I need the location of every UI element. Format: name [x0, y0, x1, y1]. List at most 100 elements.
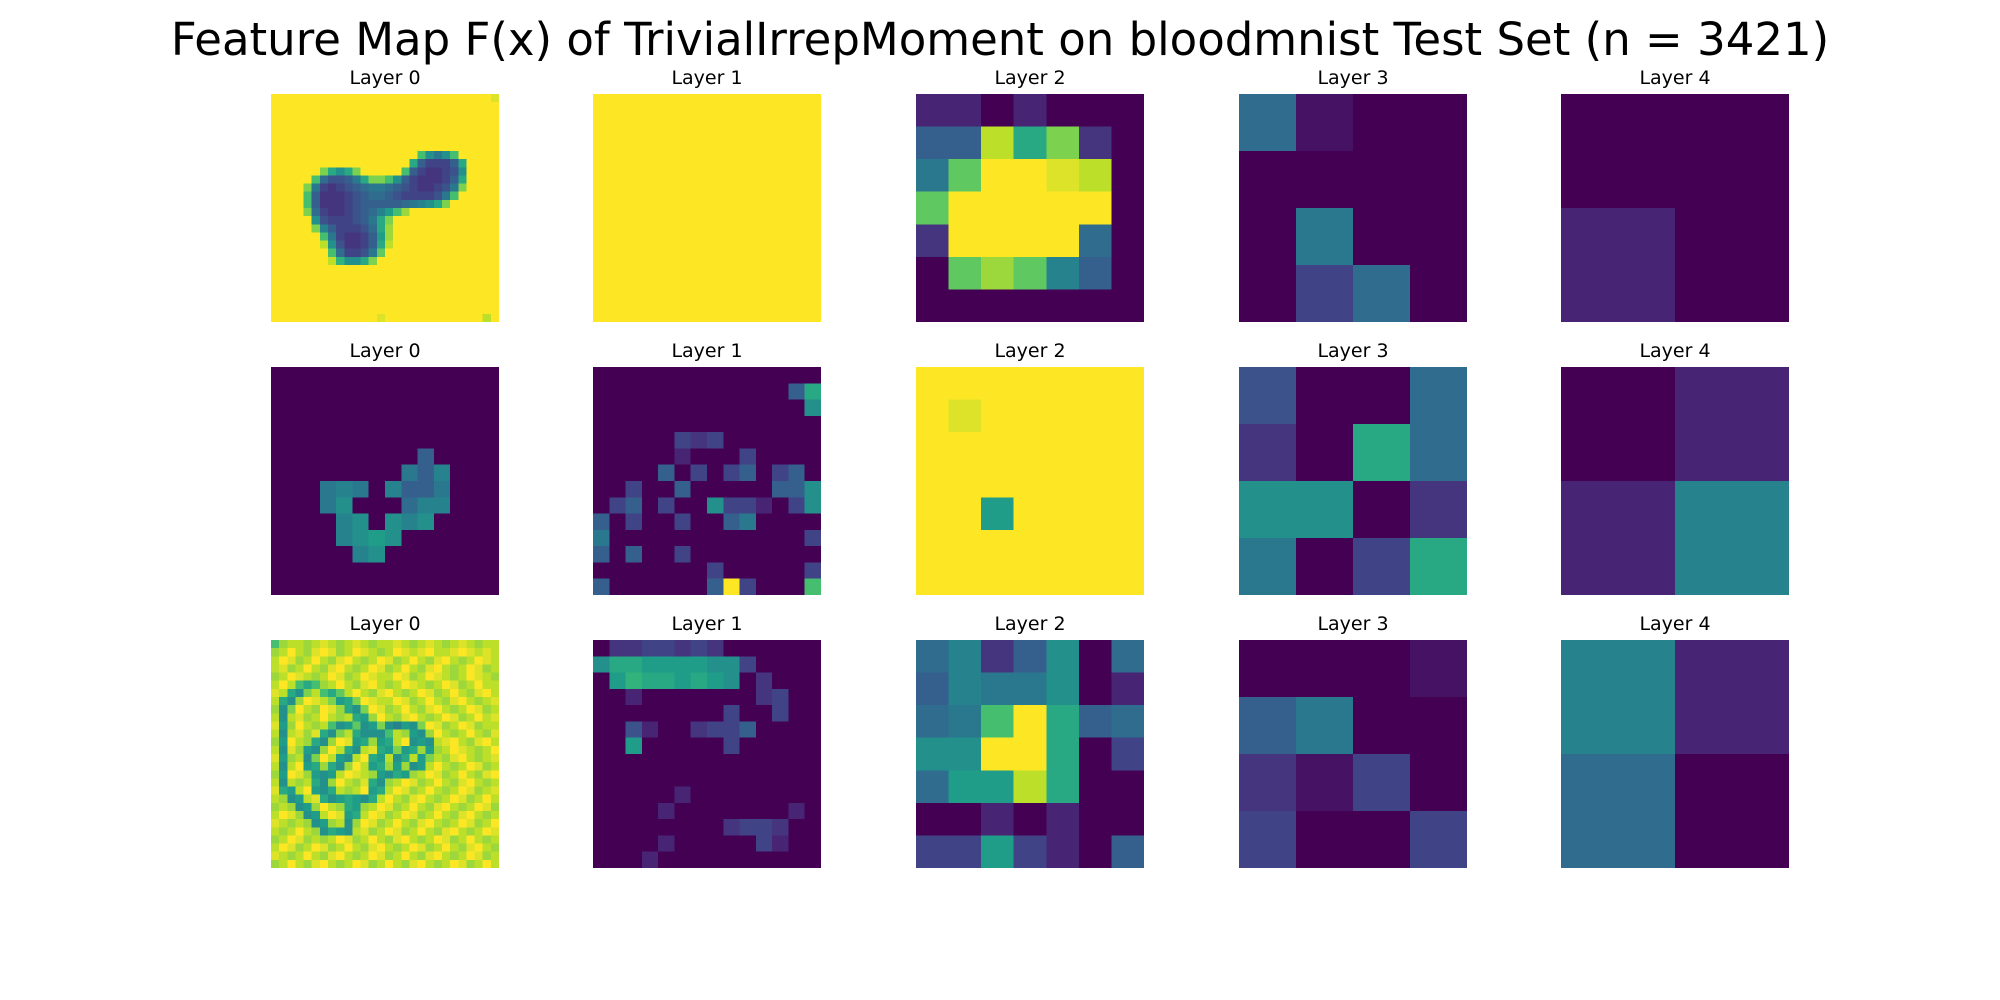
- heatmap-cell: [409, 159, 419, 168]
- heatmap-cell: [360, 762, 370, 771]
- heatmap-cell: [303, 859, 313, 868]
- heatmap-cell: [593, 562, 610, 580]
- heatmap-cell: [385, 289, 394, 299]
- heatmap-cell: [609, 688, 627, 706]
- heatmap-cell: [319, 786, 329, 796]
- heatmap-cell: [393, 729, 402, 739]
- heatmap-cell: [466, 843, 476, 853]
- heatmap-cell: [401, 762, 411, 771]
- heatmap-cell: [1013, 529, 1047, 564]
- heatmap-cell: [311, 297, 321, 307]
- heatmap-cell: [328, 827, 337, 837]
- heatmap-cell: [336, 142, 345, 152]
- heatmap-cell: [271, 680, 280, 690]
- heatmap-cell: [466, 313, 476, 322]
- heatmap-cell: [755, 688, 773, 706]
- heatmap-cell: [271, 497, 288, 515]
- heatmap-cell: [739, 672, 757, 690]
- heatmap-cell: [319, 811, 329, 820]
- heatmap-cell: [336, 448, 354, 466]
- heatmap-cell: [385, 640, 394, 649]
- heatmap-cell: [772, 578, 790, 595]
- heatmap-cell: [482, 851, 492, 861]
- heatmap-cell: [287, 497, 305, 515]
- heatmap-cell: [385, 721, 394, 731]
- heatmap-cell: [319, 827, 329, 837]
- heatmap-cell: [948, 802, 982, 837]
- heatmap-cell: [450, 851, 459, 861]
- heatmap-cell: [474, 843, 484, 853]
- heatmap-cell: [490, 289, 499, 299]
- heatmap-cell: [450, 142, 459, 152]
- heatmap-cell: [360, 94, 370, 103]
- heatmap-cell: [368, 102, 378, 111]
- heatmap-cell: [385, 305, 394, 315]
- heatmap-cell: [433, 827, 443, 837]
- heatmap-cell: [1046, 224, 1080, 258]
- heatmap-cell: [385, 94, 394, 103]
- heatmap-cell: [295, 851, 305, 861]
- heatmap-cell: [466, 289, 476, 299]
- heatmap-cell: [1239, 151, 1297, 209]
- heatmap-cell: [303, 183, 313, 193]
- heatmap-cell: [1353, 265, 1411, 322]
- heatmap-cell: [319, 216, 329, 225]
- heatmap-cell: [368, 562, 386, 580]
- heatmap-cell: [593, 367, 610, 384]
- heatmap-cell: [287, 819, 297, 828]
- heatmap-cell: [466, 851, 476, 861]
- heatmap-cell: [707, 721, 724, 739]
- heatmap-cell: [625, 802, 643, 820]
- heatmap-cell: [458, 175, 468, 185]
- heatmap-cell: [723, 819, 741, 837]
- heatmap-cell: [723, 481, 741, 498]
- heatmap-cell: [295, 737, 305, 747]
- heatmap-cell: [401, 415, 419, 433]
- heatmap-cell: [1013, 432, 1047, 466]
- panel-title: Layer 3: [1317, 340, 1389, 362]
- heatmap-cell: [593, 383, 610, 401]
- heatmap-cell: [482, 102, 492, 111]
- heatmap-cell: [417, 778, 427, 788]
- heatmap-cell: [417, 729, 427, 739]
- heatmap-cell: [417, 281, 427, 291]
- heatmap-cell: [641, 513, 659, 531]
- heatmap-cell: [393, 640, 402, 649]
- heatmap-cell: [425, 680, 435, 690]
- heatmap-cell: [417, 802, 427, 812]
- heatmap-cell: [739, 464, 757, 482]
- heatmap-cell: [609, 399, 627, 417]
- heatmap-cell: [319, 118, 329, 128]
- heatmap-cell: [1111, 94, 1144, 128]
- heatmap-cell: [450, 94, 459, 103]
- heatmap-cell: [360, 819, 370, 828]
- heatmap-cell: [409, 697, 419, 706]
- heatmap-cell: [450, 680, 459, 690]
- heatmap-cell: [466, 770, 476, 780]
- heatmap-cell: [1561, 367, 1676, 482]
- heatmap-cell: [772, 802, 790, 820]
- heatmap-cell: [393, 199, 402, 209]
- heatmap-cell: [433, 851, 443, 861]
- heatmap-cell: [344, 729, 354, 739]
- heatmap-cell: [287, 562, 305, 580]
- heatmap-cell: [490, 656, 499, 666]
- heatmap-cell: [303, 265, 313, 274]
- heatmap-cell: [450, 546, 468, 564]
- heatmap-cell: [788, 737, 806, 755]
- heatmap-cell: [311, 859, 321, 868]
- heatmap-cell: [352, 513, 370, 531]
- heatmap-cell: [393, 680, 402, 690]
- heatmap-cell: [1111, 126, 1144, 160]
- heatmap-cell: [739, 705, 757, 723]
- heatmap-cell: [352, 142, 362, 152]
- heatmap-cell: [303, 289, 313, 299]
- panel-title: Layer 2: [994, 613, 1066, 635]
- heatmap-cell: [271, 159, 280, 168]
- heatmap-cell: [482, 175, 492, 185]
- panel-title: Layer 1: [671, 67, 743, 89]
- heatmap-cell: [450, 151, 459, 160]
- heatmap-cell: [466, 256, 476, 266]
- heatmap-cell: [625, 786, 643, 804]
- heatmap-cell: [360, 232, 370, 242]
